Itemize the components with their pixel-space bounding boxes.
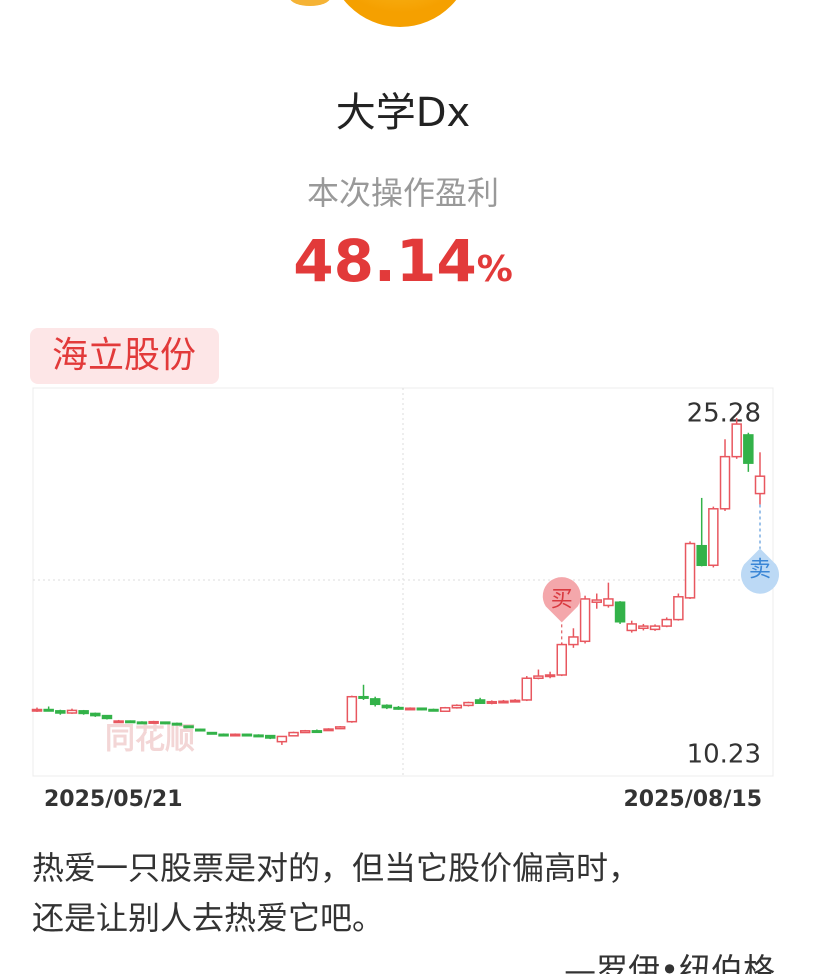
candle-body <box>428 708 439 712</box>
marker-label: 卖 <box>749 557 771 582</box>
user-name: 大学Dx <box>336 90 470 136</box>
candle-body <box>591 599 602 603</box>
candle-body <box>288 731 299 737</box>
candle-body <box>696 544 707 567</box>
candle-body <box>649 625 661 631</box>
candle-body <box>113 720 124 724</box>
candle-body <box>708 508 719 567</box>
candle-body <box>78 710 89 715</box>
candle-body <box>369 698 381 706</box>
marker-shape <box>741 548 779 594</box>
watermark: 同花顺 <box>105 722 195 757</box>
candle-body <box>31 708 43 712</box>
profit: 48.14% <box>293 227 513 295</box>
candle-body <box>253 734 264 738</box>
candle-body <box>43 708 54 712</box>
candle-body <box>509 699 521 703</box>
candle-body <box>125 720 136 724</box>
candle-body <box>451 704 463 709</box>
candle-body <box>579 598 591 643</box>
candle-body <box>195 728 206 732</box>
avatar-hand <box>290 0 330 6</box>
candle-body <box>323 728 334 732</box>
candle-body <box>241 733 253 737</box>
start-date: 2025/05/21 <box>44 787 183 812</box>
candle-body <box>55 710 66 714</box>
candle-body <box>218 733 229 737</box>
candles <box>31 417 766 745</box>
candle-body <box>463 701 474 707</box>
candle-body <box>334 726 346 730</box>
profit-caption: 本次操作盈利 <box>307 174 499 212</box>
candle-body <box>614 601 626 623</box>
candle-body <box>264 734 276 739</box>
candle-body <box>393 706 404 710</box>
candle-body <box>311 730 323 734</box>
max-label: 25.28 <box>687 399 761 429</box>
stock-tag <box>30 328 219 384</box>
quote-author: —罗伊•纽伯格 <box>564 951 775 974</box>
candle-body <box>626 623 637 632</box>
candle-body <box>381 704 393 709</box>
candle-body <box>603 598 614 607</box>
marker-shape <box>542 577 581 623</box>
candle-body <box>474 699 486 704</box>
candle-body <box>404 707 416 711</box>
candle-body <box>183 725 194 729</box>
candle-body <box>439 707 451 713</box>
end-date: 2025/08/15 <box>623 787 762 812</box>
candle-body <box>486 700 498 704</box>
avatar[interactable] <box>328 0 472 27</box>
min-label: 10.23 <box>687 740 761 770</box>
candle-body <box>148 720 159 724</box>
candle-body <box>661 618 672 627</box>
candle-body <box>229 733 241 737</box>
profit-unit: % <box>477 249 513 290</box>
candle-body <box>416 707 428 711</box>
candle-body <box>171 722 183 726</box>
stock-name: 海立股份 <box>52 335 196 376</box>
marker-label: 买 <box>551 587 573 612</box>
candle-body <box>544 674 556 678</box>
chart-frame <box>32 387 774 777</box>
candle-body <box>498 700 509 704</box>
candle-body <box>101 714 113 720</box>
candle-body <box>684 542 696 599</box>
candle-body <box>346 695 358 723</box>
candle-body <box>136 721 148 725</box>
candle-body <box>731 423 742 458</box>
candle-body <box>533 675 544 679</box>
candle-body <box>90 712 101 717</box>
profit-value: 48.14 <box>293 227 476 295</box>
candle-body <box>673 596 684 621</box>
candle-body <box>754 475 766 495</box>
candle-body <box>568 636 579 646</box>
candle-body <box>358 695 369 699</box>
candle-body <box>743 434 754 464</box>
candle-body <box>66 709 78 714</box>
candle-body <box>276 735 288 743</box>
quote-line: 还是让别人去热爱它吧。 <box>32 899 384 937</box>
candle-body <box>521 677 533 701</box>
candle-body <box>638 625 649 630</box>
candle-body <box>299 730 311 734</box>
candle-body <box>556 643 568 676</box>
quote-line: 热爱一只股票是对的，但当它股价偏高时， <box>32 849 640 887</box>
candle-body <box>719 455 731 510</box>
candle-body <box>160 721 171 725</box>
candle-body <box>206 731 218 735</box>
